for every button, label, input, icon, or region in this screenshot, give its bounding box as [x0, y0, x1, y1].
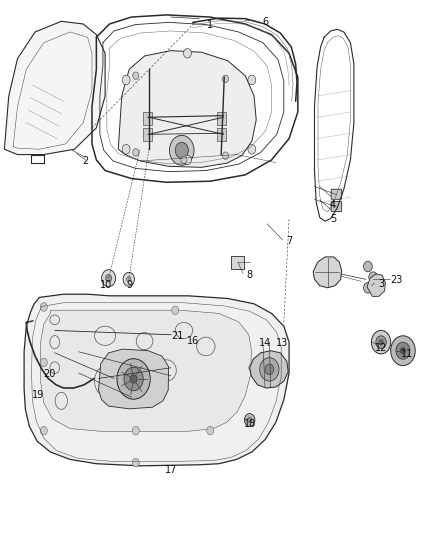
Text: 14: 14 [259, 338, 271, 348]
Bar [143, 112, 152, 125]
Circle shape [122, 144, 130, 154]
Text: 8: 8 [247, 270, 253, 280]
Circle shape [379, 340, 383, 345]
FancyBboxPatch shape [331, 189, 342, 199]
Text: 23: 23 [390, 275, 403, 285]
Polygon shape [118, 51, 256, 167]
Circle shape [132, 458, 139, 467]
Circle shape [184, 49, 191, 58]
Circle shape [184, 155, 191, 165]
Circle shape [133, 149, 139, 156]
FancyBboxPatch shape [331, 201, 342, 212]
Text: 2: 2 [82, 156, 88, 166]
Polygon shape [250, 351, 288, 388]
Circle shape [247, 417, 252, 423]
Circle shape [207, 426, 214, 435]
Circle shape [127, 277, 131, 282]
Circle shape [223, 152, 229, 159]
Circle shape [102, 270, 116, 287]
Circle shape [400, 348, 406, 354]
Circle shape [40, 426, 47, 435]
Text: 17: 17 [165, 465, 177, 475]
Circle shape [260, 358, 279, 381]
Circle shape [172, 306, 179, 314]
Text: 3: 3 [378, 279, 384, 288]
Circle shape [123, 272, 134, 286]
Circle shape [117, 359, 150, 399]
Circle shape [122, 75, 130, 85]
Circle shape [133, 72, 139, 79]
Text: 16: 16 [187, 336, 199, 346]
Text: 21: 21 [171, 331, 184, 341]
Circle shape [181, 156, 187, 164]
Circle shape [369, 272, 378, 282]
Text: 6: 6 [262, 18, 268, 27]
Circle shape [248, 75, 256, 85]
Circle shape [249, 364, 256, 372]
Circle shape [364, 282, 372, 293]
Circle shape [396, 342, 410, 359]
Bar [217, 128, 226, 141]
Polygon shape [40, 310, 251, 432]
Circle shape [364, 261, 372, 272]
Text: 4: 4 [330, 200, 336, 209]
Bar [143, 128, 152, 141]
Text: 10: 10 [100, 280, 113, 290]
Circle shape [40, 358, 47, 367]
Circle shape [106, 274, 112, 282]
Text: 9: 9 [126, 280, 132, 290]
Circle shape [265, 364, 274, 375]
Text: 12: 12 [375, 343, 387, 352]
Circle shape [244, 414, 255, 426]
Bar [217, 112, 226, 125]
Circle shape [40, 303, 47, 311]
Text: 5: 5 [330, 214, 336, 223]
Polygon shape [24, 294, 289, 466]
Polygon shape [367, 274, 385, 296]
Polygon shape [4, 21, 105, 155]
Circle shape [391, 336, 415, 366]
Circle shape [124, 367, 143, 391]
Text: 7: 7 [286, 237, 292, 246]
Bar [231, 256, 244, 269]
Text: 1: 1 [207, 20, 213, 30]
Circle shape [170, 135, 194, 165]
Circle shape [130, 375, 137, 383]
Circle shape [376, 336, 386, 349]
Text: 13: 13 [276, 338, 288, 348]
Text: 20: 20 [43, 369, 56, 379]
Text: 18: 18 [244, 419, 256, 429]
Circle shape [371, 330, 391, 354]
Circle shape [248, 144, 256, 154]
Circle shape [223, 75, 229, 83]
Circle shape [175, 142, 188, 158]
Polygon shape [99, 349, 169, 409]
Text: 19: 19 [32, 391, 45, 400]
Polygon shape [313, 257, 342, 288]
Text: 11: 11 [401, 350, 413, 359]
Circle shape [132, 426, 139, 435]
